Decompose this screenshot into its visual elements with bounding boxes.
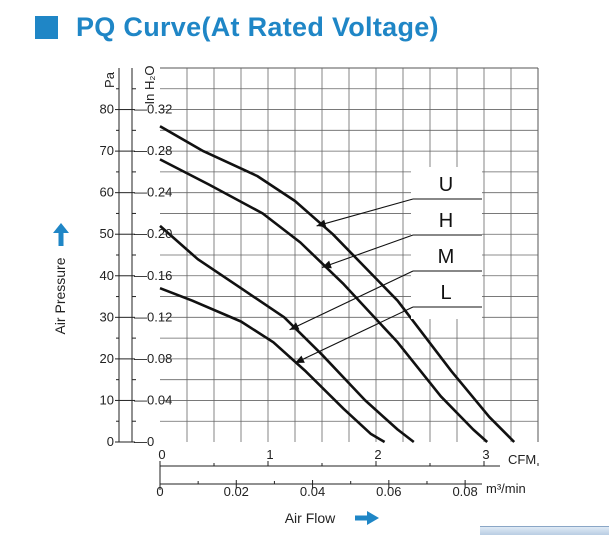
curve-m [159, 224, 415, 444]
y-tick-label-inh2o: —0.16 [134, 268, 172, 283]
legend-pointer-l [294, 306, 414, 364]
up-arrow-icon [53, 223, 69, 246]
legend-arrowhead [289, 322, 300, 330]
y-tick-label-pa: 40 [100, 268, 114, 283]
legend-arrowhead [316, 219, 327, 228]
legend-pointer-u [316, 198, 414, 227]
right-arrow-icon [355, 511, 379, 525]
legend-label-l: L [440, 282, 451, 304]
x-tick-label-cfm: 2 [374, 447, 381, 462]
curve-l [159, 286, 386, 444]
y-tick-label-inh2o: —0.24 [134, 185, 172, 200]
y-axis: 0 10 20 30 40 50 60 70 80 —0 —0.04 —0.08 —0.12 —0.16 —… [100, 68, 172, 449]
curve-u [159, 125, 516, 443]
y-tick-label-pa: 20 [100, 351, 114, 366]
x-tick-label-m3: 0.06 [376, 484, 401, 499]
legend-pointer-h [321, 234, 414, 268]
y-tick-label-inh2o: —0.04 [134, 392, 172, 407]
y-tick-label-pa: 0 [107, 434, 114, 449]
y-unit-inh2o: In H₂O [142, 66, 157, 105]
x-tick-label-m3: 0 [156, 484, 163, 499]
x-tick-label-m3: 0.04 [300, 484, 325, 499]
x-tick-label-m3: 0.02 [224, 484, 249, 499]
header-accent-square [35, 16, 58, 39]
x-tick-label-cfm: 0 [158, 447, 165, 462]
page-title: PQ Curve(At Rated Voltage) [76, 12, 439, 42]
y-tick-label-inh2o: —0.08 [134, 351, 172, 366]
y-tick-label-inh2o: —0 [134, 434, 154, 449]
y-tick-label-pa: 50 [100, 226, 114, 241]
y-tick-label-pa: 10 [100, 392, 114, 407]
y-tick-label-pa: 70 [100, 143, 114, 158]
legend-label-m: M [438, 246, 455, 268]
legend-label-u: U [439, 174, 453, 196]
y-tick-label-inh2o: —0.32 [134, 102, 172, 117]
y-tick-label-inh2o: —0.20 [134, 226, 172, 241]
x-unit-m3-min: m³/min [486, 481, 526, 496]
x-tick-label-cfm: 3 [482, 447, 489, 462]
y-tick-label-pa: 60 [100, 185, 114, 200]
legend-label-h: H [439, 210, 453, 232]
legend-background [411, 167, 482, 319]
legend-arrowhead [295, 355, 305, 364]
x-tick-label-m3: 0.08 [452, 484, 477, 499]
y-tick-label-inh2o: —0.28 [134, 143, 172, 158]
y-tick-label-pa: 80 [100, 102, 114, 117]
chart-curves [159, 125, 516, 444]
x-unit-cfm: CFM [508, 452, 536, 467]
curve-h [159, 158, 489, 443]
x-axis: 0 1 2 3 0 0.02 0.04 0.06 0.08 [156, 447, 539, 499]
y-tick-label-inh2o: —0.12 [134, 309, 172, 324]
x-tick-label-cfm: 1 [266, 447, 273, 462]
legend-pointer-m [289, 270, 414, 331]
y-unit-pa: Pa [102, 71, 117, 88]
x-axis-title: Air Flow [285, 510, 336, 526]
legend-arrowhead [322, 260, 332, 269]
window-corner-decoration [480, 526, 609, 535]
y-tick-label-pa: 30 [100, 309, 114, 324]
y-axis-title: Air Pressure [52, 257, 68, 334]
